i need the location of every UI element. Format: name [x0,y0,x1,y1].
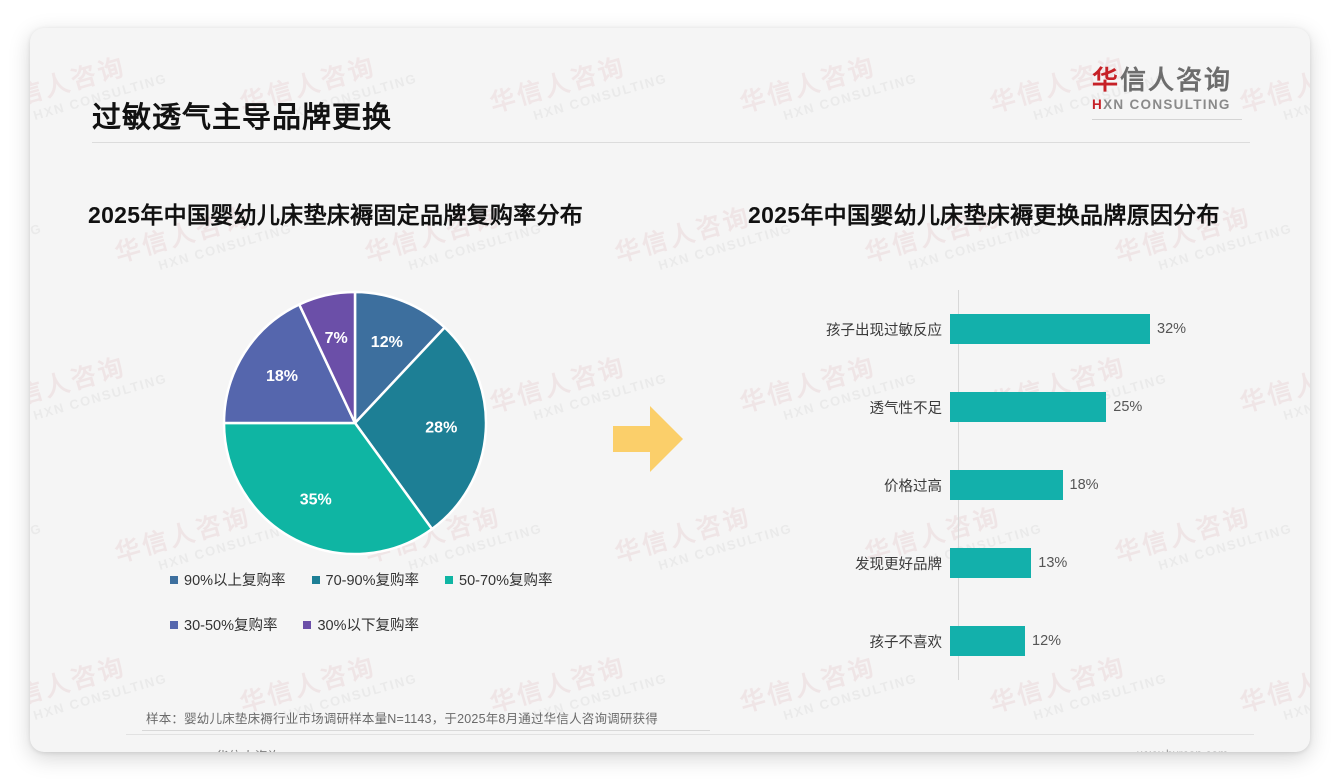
logo-cn-rest: 信人咨询 [1120,65,1233,95]
legend-swatch-icon [170,575,178,584]
legend-label: 70-90%复购率 [325,573,420,589]
bar-fill[interactable] [950,314,1150,344]
pie-chart-svg: 12% 28% 35% 18% 7% [222,290,488,556]
legend-item[interactable]: 50-70%复购率 [445,569,553,590]
bar-row[interactable]: 透气性不足 25% [800,390,1270,424]
legend-swatch-icon [445,575,454,584]
footer-copyright: ©2025.10 HXR华信人咨询 [128,746,281,752]
pie-slice-label: 12% [371,334,403,351]
bar-category-label: 发现更好品牌 [855,556,942,573]
bar-fill[interactable] [950,470,1063,500]
left-chart-title: 2025年中国婴幼儿床垫床褥固定品牌复购率分布 [88,202,584,228]
legend-label: 90%以上复购率 [184,573,286,589]
pie-slice[interactable] [222,421,434,556]
pie-slice-label: 7% [325,330,348,347]
sample-footnote: 样本：婴幼儿床垫床褥行业市场调研样本量N=1143，于2025年8月通过华信人咨… [146,712,658,726]
logo-hua-char: 华 [1092,65,1121,95]
footer-divider [126,734,1254,735]
pie-chart: 12% 28% 35% 18% 7% [210,290,500,556]
legend-item[interactable]: 70-90%复购率 [311,569,420,590]
legend-label: 50-70%复购率 [459,573,553,589]
bar-value-label: 18% [1069,477,1099,493]
footnote-divider [142,730,710,731]
header-divider [92,142,1250,143]
bar-value-label: 25% [1113,399,1143,415]
bar-fill[interactable] [950,626,1025,656]
pie-slice[interactable] [297,290,357,424]
bar-track: 32% [950,312,1270,346]
bar-row[interactable]: 孩子不喜欢 12% [800,624,1270,658]
bar-track: 18% [950,468,1270,502]
bar-category-label: 透气性不足 [869,400,943,417]
bar-track: 13% [950,546,1270,580]
logo-english-text: HXN CONSULTING [1092,97,1242,112]
bar-fill[interactable] [950,548,1032,578]
bar-track: 12% [950,624,1270,658]
bar-value-label: 12% [1032,633,1062,649]
company-logo: 华信人咨询 HXN CONSULTING [1092,65,1242,121]
legend-label: 30%以下复购率 [317,618,420,634]
legend-swatch-icon [303,620,312,629]
bar-category-label: 孩子不喜欢 [869,634,943,651]
legend-row-top: 90%以上复购率 70-90%复购率 50-70%复购率 [170,569,600,590]
bar-category-label: 价格过高 [884,478,942,495]
pie-slice[interactable] [353,325,488,531]
pie-slice-label: 18% [266,368,298,385]
bar-value-label: 32% [1157,321,1187,337]
logo-en-rest: XN CONSULTING [1103,97,1231,113]
arrow-right-icon [613,402,685,481]
legend-item[interactable]: 90%以上复购率 [170,569,286,590]
bar-chart: 孩子出现过敏反应 32% 透气性不足 25% 价格过高 18% 发现更好品牌 13% 孩子不喜欢… [800,290,1270,680]
slide-header: 过敏透气主导品牌更换 华信人咨询 HXN CONSULTING [30,28,1310,143]
right-chart-title: 2025年中国婴幼儿床垫床褥更换品牌原因分布 [748,202,1220,228]
legend-row-bottom: 30-50%复购率 30%以下复购率 [170,614,600,635]
legend-item[interactable]: 30-50%复购率 [170,614,277,635]
bar-value-label: 13% [1038,555,1068,571]
page-title: 过敏透气主导品牌更换 [92,102,393,134]
bar-row[interactable]: 发现更好品牌 13% [800,546,1270,580]
arrow-right-svg [613,406,683,472]
pie-legend: 90%以上复购率 70-90%复购率 50-70%复购率 30-50%复购率 30%以… [170,569,600,659]
pie-slice[interactable] [222,302,357,425]
legend-swatch-icon [170,620,178,629]
legend-label: 30-50%复购率 [184,618,278,634]
logo-underline [1092,119,1242,121]
logo-h-char: H [1092,97,1104,113]
legend-item[interactable]: 30%以下复购率 [303,614,419,635]
pie-slice-label: 35% [300,491,332,508]
pie-slice-label: 28% [425,420,457,437]
logo-chinese-text: 华信人咨询 [1092,65,1242,95]
bar-track: 25% [950,390,1270,424]
bar-row[interactable]: 孩子出现过敏反应 32% [800,312,1270,346]
legend-swatch-icon [311,575,320,584]
bar-fill[interactable] [950,392,1107,422]
slide-card: 华信人咨询 HXN CONSULTING 华信人咨询 HXN CONSULTING 华信… [30,28,1310,752]
pie-slice[interactable] [353,290,447,427]
footer-website[interactable]: www.hxrcon.com [1137,747,1228,752]
bar-category-label: 孩子出现过敏反应 [826,322,942,339]
bar-row[interactable]: 价格过高 18% [800,468,1270,502]
